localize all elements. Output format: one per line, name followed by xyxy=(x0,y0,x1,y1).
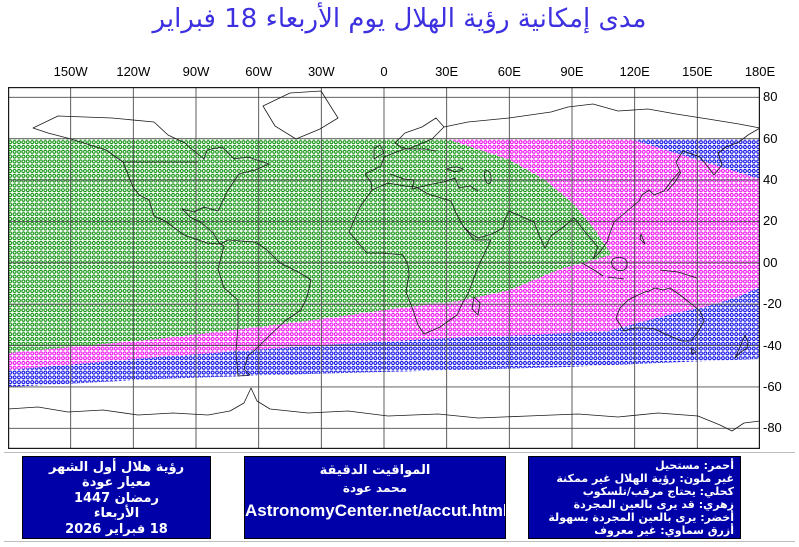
lon-label-150W: 150W xyxy=(53,64,88,79)
coastline xyxy=(615,287,705,342)
coastline xyxy=(364,148,437,175)
criterion-info-box: رؤية هلال أول الشهر معيار عودة رمضان 144… xyxy=(22,456,211,539)
lon-label-120E: 120E xyxy=(619,64,650,79)
lat-label--60: -60 xyxy=(763,378,782,394)
credit-author: محمد عودة xyxy=(342,481,408,495)
lon-label-150E: 150E xyxy=(682,64,713,79)
coastline xyxy=(639,233,646,245)
coastline xyxy=(394,117,445,150)
legend-line-uncolored: غير ملون: رؤية الهلال غير ممكنة xyxy=(556,472,734,486)
lon-label-0: 0 xyxy=(380,64,388,79)
map-canvas xyxy=(8,87,760,449)
lon-label-180E: 180E xyxy=(744,64,776,79)
coastline xyxy=(607,276,625,280)
coastline xyxy=(348,182,492,335)
page-title: مدى إمكانية رؤية الهلال يوم الأربعاء 18 … xyxy=(152,4,647,34)
credit-title: المواقيت الدقيقة xyxy=(319,463,431,478)
coastline xyxy=(462,127,760,260)
info-line: رمضان 1447 xyxy=(73,490,160,506)
credit-url: AstronomyCenter.net/accut.html xyxy=(245,501,506,520)
coastline xyxy=(611,256,628,271)
info-line: معيار عودة xyxy=(82,475,151,491)
coastline xyxy=(443,103,760,129)
legend-line-skyblue: أزرق سماوي: غير معروف xyxy=(594,524,734,538)
lat-label-60: 60 xyxy=(763,130,778,146)
coastline xyxy=(690,347,697,355)
legend-box: أحمر: مستحيل غير ملون: رؤية الهلال غير م… xyxy=(528,456,741,539)
lon-label-90W: 90W xyxy=(182,64,210,79)
lat-label--20: -20 xyxy=(763,296,782,312)
zone-easy-naked-eye xyxy=(8,139,612,353)
lat-label-00: 00 xyxy=(763,254,778,270)
coastline xyxy=(471,296,481,316)
info-line: الأربعاء xyxy=(93,506,140,522)
info-line: 18 فبراير 2026 xyxy=(65,521,168,537)
coastline xyxy=(262,90,339,140)
coastlines xyxy=(8,90,760,432)
coastline xyxy=(373,144,385,160)
lon-label-90E: 90E xyxy=(560,64,584,79)
divider-bottom xyxy=(4,541,795,542)
graticule xyxy=(8,87,760,449)
map-frame-border xyxy=(8,87,760,449)
lon-label-30E: 30E xyxy=(435,64,459,79)
lon-label-120W: 120W xyxy=(116,64,151,79)
coastline xyxy=(389,173,479,192)
info-line: رؤية هلال أول الشهر xyxy=(48,460,185,475)
coastline xyxy=(32,115,270,245)
lat-label--80: -80 xyxy=(763,420,782,436)
legend-line-pink: زهري: قد يرى بالعين المجردة xyxy=(573,498,734,512)
lat-label-80: 80 xyxy=(763,89,778,105)
lon-label-60E: 60E xyxy=(497,64,521,79)
coastline xyxy=(217,239,312,377)
coastline xyxy=(483,170,492,184)
coastline xyxy=(734,334,749,359)
lat-label-40: 40 xyxy=(763,172,778,188)
lat-label-20: 20 xyxy=(763,213,778,229)
lon-label-60W: 60W xyxy=(245,64,273,79)
divider-top xyxy=(4,452,795,453)
legend-line-red: أحمر: مستحيل xyxy=(655,459,734,472)
credit-box: المواقيت الدقيقة محمد عودة AstronomyCent… xyxy=(244,456,506,539)
coastline xyxy=(446,166,464,172)
coastline xyxy=(364,173,373,191)
legend-line-navy: كحلي: يحتاج مرقب/تلسكوب xyxy=(582,485,734,499)
world-map xyxy=(8,87,760,449)
legend-line-green: أخضر: يرى بالعين المجردة بسهولة xyxy=(548,511,734,525)
lon-label-30W: 30W xyxy=(307,64,335,79)
coastline xyxy=(659,269,698,279)
lat-label--40: -40 xyxy=(763,337,782,353)
coastline xyxy=(666,171,682,192)
coastline xyxy=(581,262,604,277)
coastline xyxy=(8,387,760,432)
